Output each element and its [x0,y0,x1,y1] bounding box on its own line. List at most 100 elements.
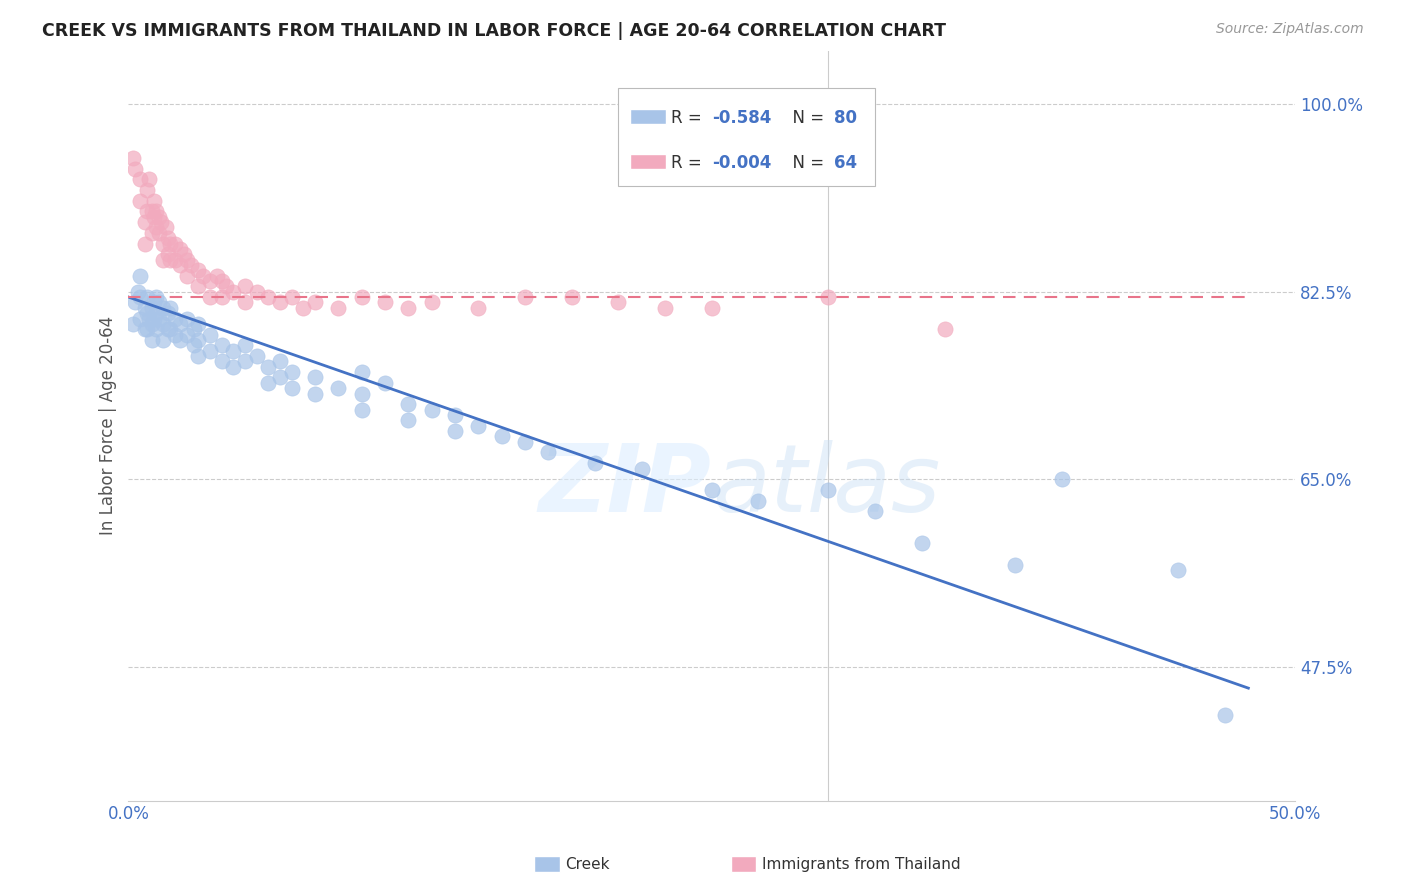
Point [141,333,163,347]
Point [198,290,221,304]
Point [183,322,205,336]
Point [138,311,160,326]
Point [444,424,467,438]
FancyBboxPatch shape [619,88,875,186]
Point [350,290,373,304]
Point [281,290,304,304]
Text: Source: ZipAtlas.com: Source: ZipAtlas.com [1216,22,1364,37]
Point [129,290,152,304]
Point [233,295,256,310]
Point [136,322,159,336]
Text: -0.584: -0.584 [711,109,772,127]
Point [124,161,146,176]
Point [187,317,209,331]
Text: atlas: atlas [711,440,941,531]
Point [157,322,180,336]
Point [165,311,187,326]
Point [157,231,180,245]
Point [169,242,191,256]
Point [222,285,245,299]
Point [176,268,198,283]
Point [141,301,163,315]
Point [152,236,174,251]
FancyBboxPatch shape [630,154,666,169]
Point [467,301,489,315]
Point [152,317,174,331]
Point [129,172,152,186]
Point [169,317,191,331]
Point [145,306,167,320]
Point [211,338,233,352]
Point [257,376,280,390]
Point [129,311,152,326]
Point [165,252,187,267]
Point [134,322,156,336]
Text: -0.004: -0.004 [711,153,772,171]
Point [911,536,934,550]
Point [205,268,228,283]
Point [159,236,181,251]
Text: 64: 64 [835,153,858,171]
Point [152,301,174,315]
Point [124,295,146,310]
Point [145,290,167,304]
Point [513,290,536,304]
Point [129,268,152,283]
Point [281,365,304,379]
Text: CREEK VS IMMIGRANTS FROM THAILAND IN LABOR FORCE | AGE 20-64 CORRELATION CHART: CREEK VS IMMIGRANTS FROM THAILAND IN LAB… [42,22,946,40]
Point [211,354,233,368]
Point [187,263,209,277]
Point [583,456,606,470]
Point [136,204,159,219]
Point [513,434,536,449]
Point [145,220,167,235]
Point [148,311,170,326]
Point [328,381,350,395]
Text: R =: R = [671,109,707,127]
Point [1004,558,1026,572]
Text: N =: N = [782,109,830,127]
Point [145,322,167,336]
Point [150,215,173,229]
Point [157,247,180,261]
Point [292,301,315,315]
Point [863,504,886,518]
Point [176,327,198,342]
Text: N =: N = [782,153,830,171]
Point [159,301,181,315]
Point [136,290,159,304]
Point [246,285,269,299]
Point [143,311,166,326]
Point [269,354,291,368]
Point [396,397,419,411]
Point [328,301,350,315]
Point [187,349,209,363]
Point [165,236,187,251]
Point [122,151,145,165]
Point [141,317,163,331]
Point [215,279,238,293]
Point [561,290,583,304]
Point [281,381,304,395]
Point [143,295,166,310]
Point [350,365,373,379]
Point [169,333,191,347]
Point [152,252,174,267]
Point [148,210,170,224]
Point [257,359,280,374]
Point [155,220,177,235]
Point [187,279,209,293]
Point [152,333,174,347]
Point [134,301,156,315]
Point [630,461,652,475]
Point [122,317,145,331]
Point [934,322,956,336]
Point [211,290,233,304]
Point [304,370,326,384]
Point [817,483,839,497]
Point [169,258,191,272]
Point [157,306,180,320]
Point [700,301,723,315]
Point [491,429,513,443]
Point [269,370,291,384]
